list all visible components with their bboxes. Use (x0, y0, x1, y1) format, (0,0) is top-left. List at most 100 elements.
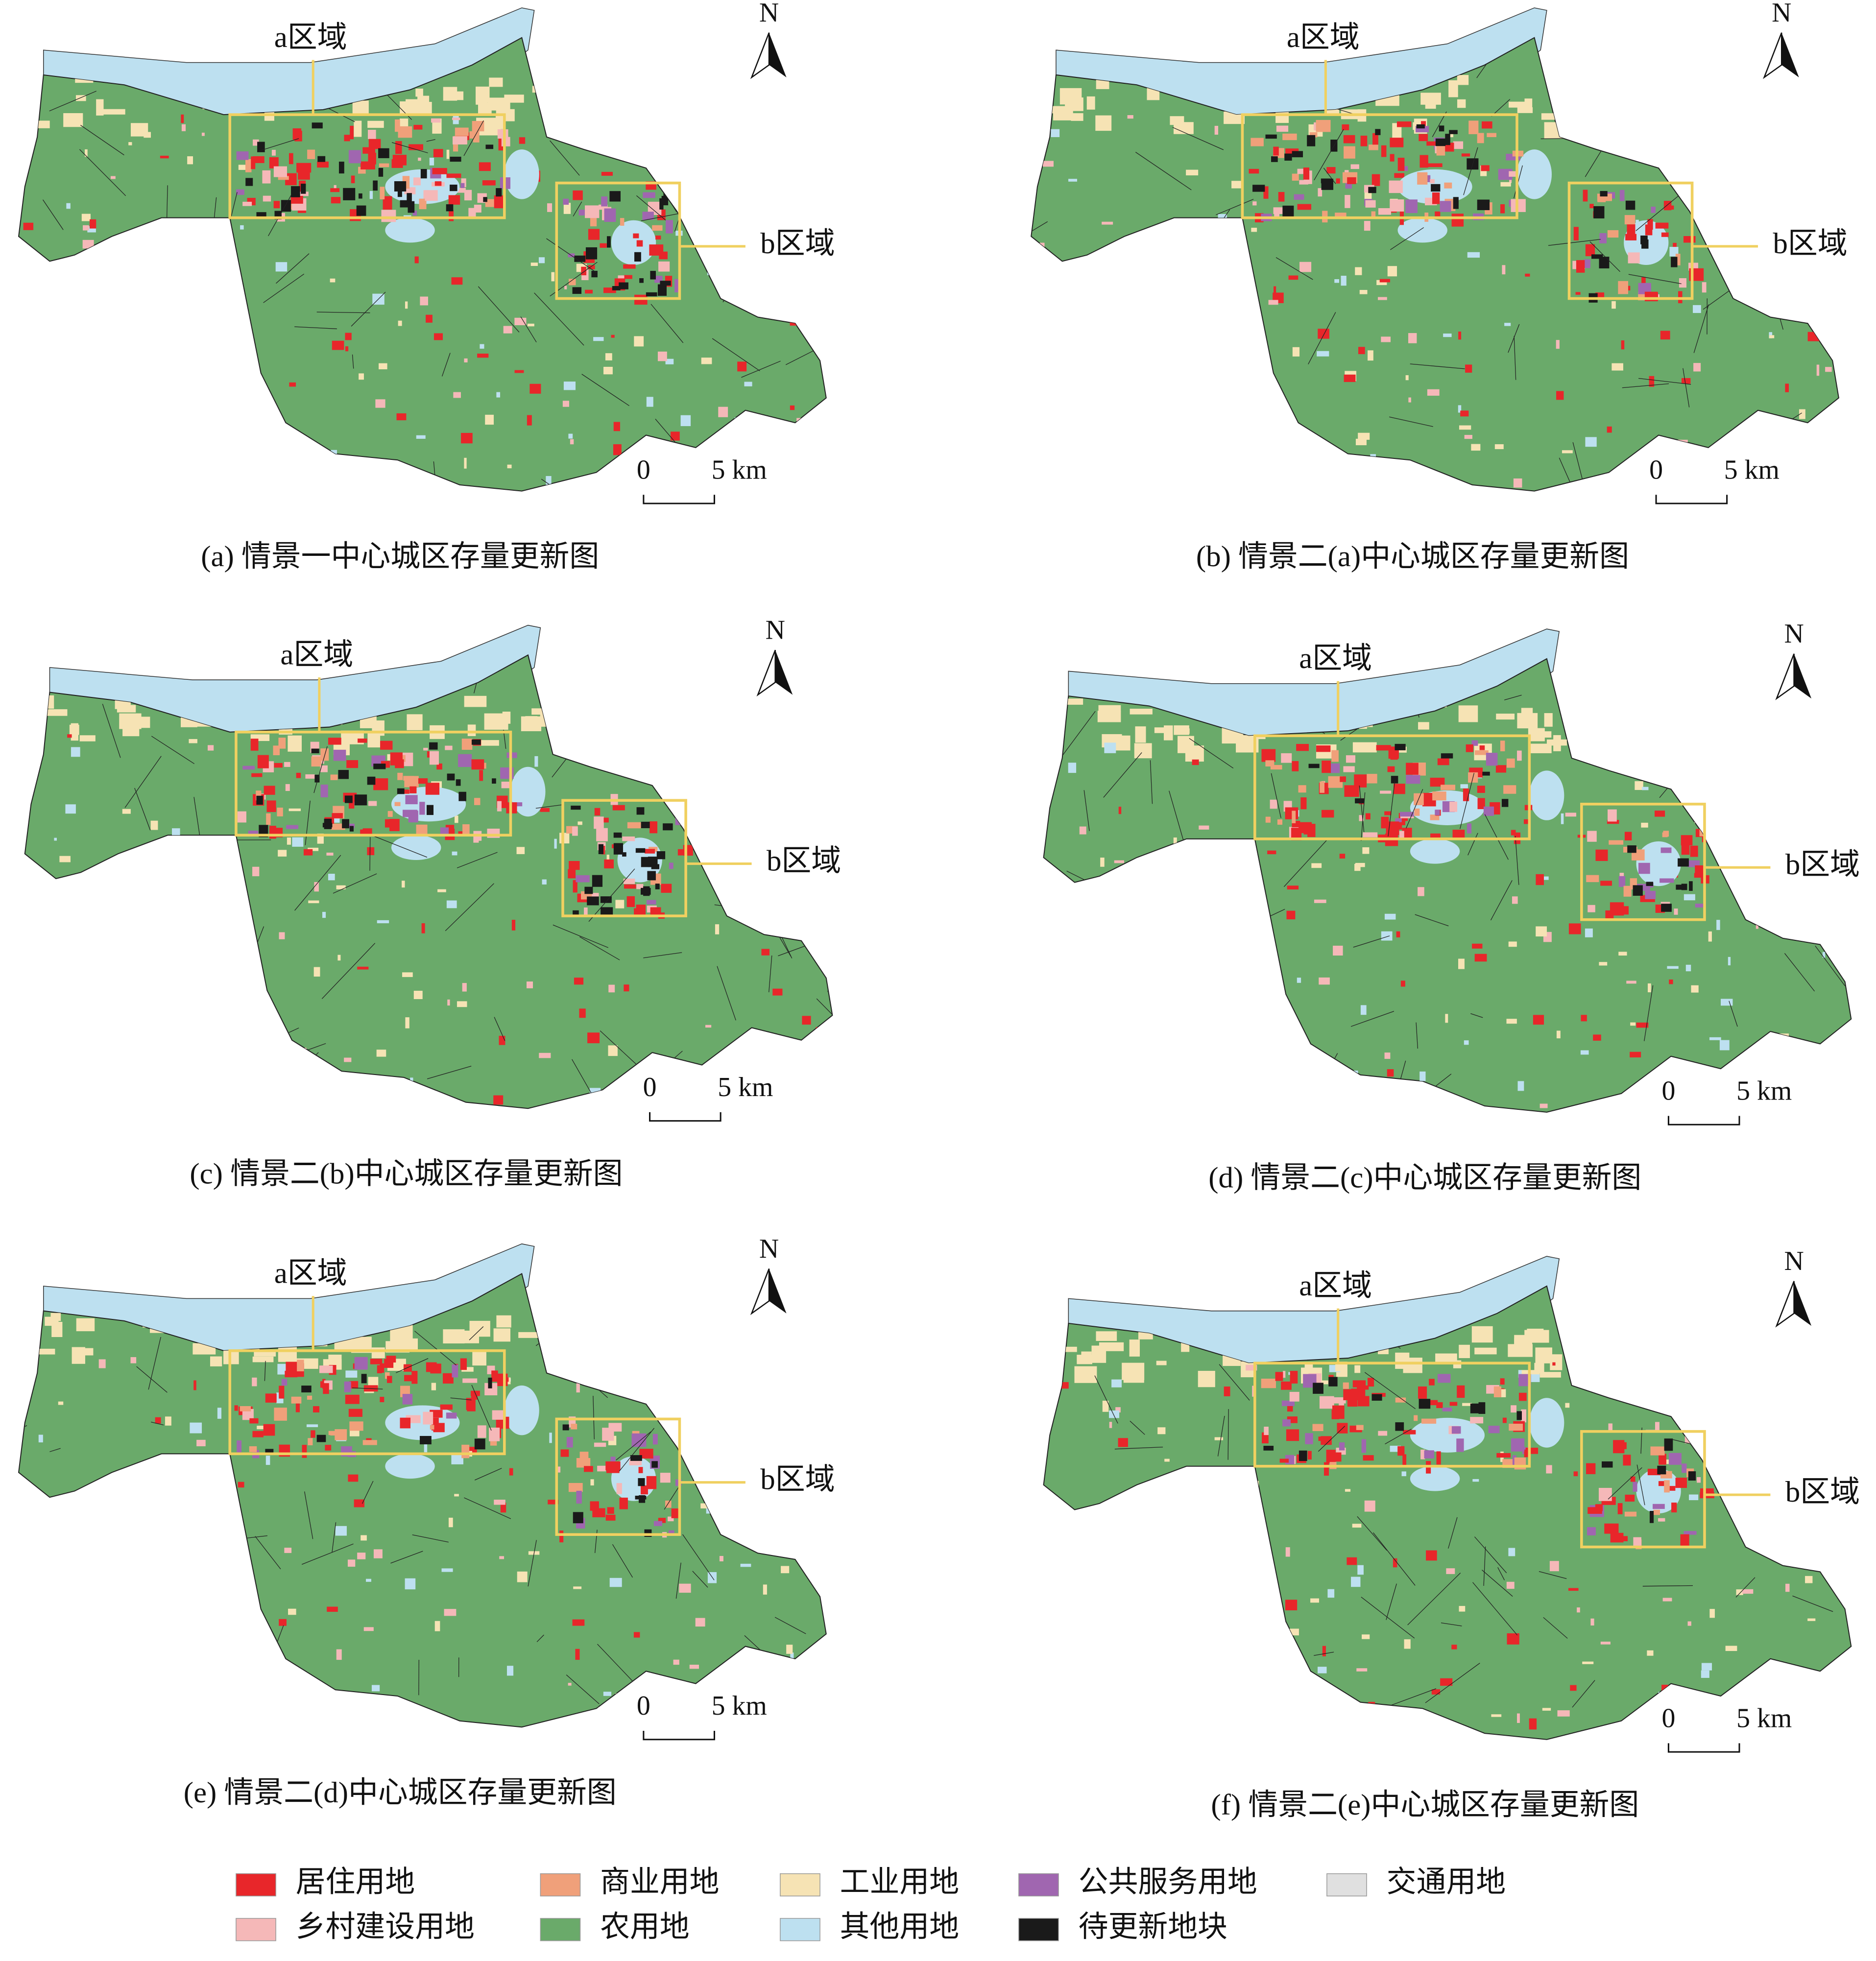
parcel (1177, 1587, 1184, 1598)
parcel-urban (1511, 1405, 1516, 1413)
parcel-urban (1618, 281, 1629, 294)
road (68, 928, 116, 953)
parcel-urban (1300, 797, 1307, 810)
parcel-urban (1397, 1446, 1405, 1456)
parcel (1295, 1697, 1305, 1701)
parcel-urban (308, 1438, 313, 1446)
parcel-industrial (1544, 713, 1553, 727)
parcel (1536, 926, 1547, 937)
parcel-urban (436, 763, 442, 770)
road (136, 1366, 168, 1393)
parcel-urban (1360, 135, 1368, 146)
parcel (1709, 1037, 1721, 1040)
parcel-urban (1684, 236, 1696, 243)
parcel (420, 296, 428, 306)
road (528, 1540, 537, 1587)
road (463, 120, 484, 156)
parcel (1608, 1423, 1612, 1431)
parcel (1360, 1005, 1367, 1015)
parcel-urban (368, 139, 381, 149)
parcel (38, 1435, 43, 1443)
parcel (1322, 1715, 1328, 1722)
road (1103, 752, 1142, 798)
road (390, 1551, 423, 1564)
parcel-urban (1261, 1378, 1276, 1388)
road (813, 1365, 824, 1396)
parcel-urban (1628, 252, 1640, 263)
parcel-pending (613, 843, 623, 855)
parcel (1635, 781, 1643, 790)
parcel-industrial (1553, 735, 1561, 751)
parcel-urban (402, 1394, 413, 1405)
parcel-urban (273, 201, 280, 209)
north-arrow-right (1781, 32, 1799, 78)
parcel-industrial (1081, 1351, 1092, 1363)
parcel-pending (1313, 1383, 1323, 1394)
road (1628, 274, 1682, 285)
parcel (307, 1679, 313, 1684)
parcel-pending (1282, 205, 1294, 217)
parcel (540, 808, 550, 812)
parcel (452, 851, 457, 856)
parcel-urban (581, 266, 587, 276)
region-a-box (1253, 1362, 1531, 1468)
parcel (1068, 763, 1077, 773)
road (641, 212, 684, 221)
parcel-urban (1403, 1430, 1416, 1435)
parcel (230, 882, 234, 886)
parcel (633, 1632, 640, 1638)
scale-start: 0 (1661, 1703, 1675, 1734)
parcel-industrial (210, 1356, 222, 1366)
parcel (1079, 258, 1088, 262)
parcel-industrial (1096, 79, 1109, 89)
parcel-industrial (1496, 714, 1515, 720)
parcel (1357, 1565, 1364, 1575)
parcel-urban (1680, 1534, 1689, 1548)
parcel-urban (464, 190, 472, 201)
parcel-urban (425, 190, 438, 201)
parcel (680, 1352, 684, 1357)
parcel-industrial (1059, 88, 1082, 105)
parcel (1684, 894, 1695, 901)
road (1448, 1517, 1458, 1549)
road (263, 273, 305, 303)
parcel-urban (1598, 1487, 1612, 1501)
parcel-urban (652, 1434, 658, 1445)
parcel (20, 424, 31, 427)
parcel (100, 1042, 111, 1053)
parcel (1769, 335, 1775, 338)
parcel-pending (397, 190, 402, 197)
parcel-urban (1252, 201, 1257, 206)
parcel (289, 808, 301, 812)
parcel (671, 431, 680, 441)
parcel (121, 1005, 129, 1010)
road (1169, 790, 1185, 844)
parcel (1541, 876, 1549, 880)
parcel-industrial (1138, 1332, 1153, 1339)
parcel (369, 191, 373, 199)
parcel (1590, 1618, 1594, 1626)
road (1388, 1688, 1437, 1707)
parcel-urban (497, 801, 502, 812)
parcel-urban (1468, 120, 1479, 134)
parcel-pending (426, 805, 434, 815)
parcel (1131, 331, 1139, 340)
parcel-urban (1425, 175, 1431, 182)
parcel-pending (641, 821, 650, 828)
parcel-urban (1609, 840, 1624, 845)
parcel (1803, 1544, 1806, 1549)
parcel (414, 256, 419, 263)
parcel (1318, 1436, 1321, 1441)
road (42, 199, 64, 230)
parcel (441, 1568, 453, 1572)
parcel-urban (313, 1406, 319, 1412)
parcel-industrial (371, 1347, 385, 1359)
parcel (313, 967, 320, 977)
parcel (81, 214, 91, 221)
parcel-pending (373, 180, 378, 191)
parcel (284, 762, 290, 767)
parcel-industrial (417, 96, 430, 110)
parcel (579, 1008, 586, 1018)
parcel (84, 1559, 90, 1568)
parcel (1285, 1547, 1290, 1557)
